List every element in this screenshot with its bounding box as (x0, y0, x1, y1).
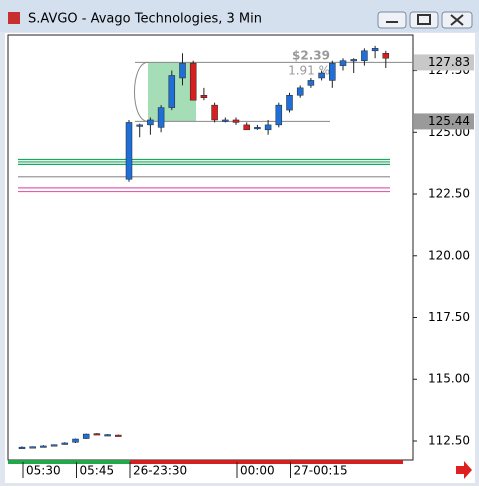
candle-body (264, 124, 272, 131)
y-tick-label: 115.00 (428, 372, 470, 386)
candle-body (179, 62, 186, 79)
candle-body (275, 104, 283, 126)
y-tick-label: 120.00 (428, 248, 470, 262)
window-title: S.AVGO - Avago Technologies, 3 Min (28, 12, 262, 27)
y-tick-label: 112.50 (428, 433, 470, 447)
y-tick-label: 117.50 (428, 310, 470, 324)
candle-body (232, 119, 240, 123)
window-buttons[interactable] (377, 11, 473, 29)
candle-body (72, 438, 79, 443)
candle-body (82, 433, 90, 439)
x-tick-label: 27-00:15 (294, 464, 348, 478)
candle-body (29, 446, 36, 449)
candle-body (296, 87, 304, 96)
candle-body (168, 75, 176, 108)
price-tag (414, 54, 474, 71)
price-tag-label: 125.44 (428, 114, 470, 128)
candle-body (382, 53, 390, 59)
candle-body (40, 445, 47, 448)
app-icon (8, 12, 20, 24)
scroll-arrow[interactable] (456, 461, 472, 479)
candle-body (361, 50, 368, 61)
plot-area (7, 34, 414, 461)
candle-body (307, 80, 315, 86)
candle-body (18, 446, 26, 449)
candle-body (371, 48, 379, 52)
y-tick-label: 122.50 (428, 187, 470, 201)
x-tick-label: 05:30 (26, 464, 61, 478)
candle-body (50, 444, 58, 447)
candle-body (329, 62, 336, 81)
candle-body (211, 104, 218, 121)
candle-body (147, 119, 154, 126)
candle-body (115, 434, 122, 437)
candle-body (318, 72, 325, 79)
candle-body (61, 442, 69, 445)
candle-body (222, 119, 229, 122)
minimize-button[interactable] (377, 11, 407, 29)
candle-body (350, 59, 357, 62)
measure-arc (134, 61, 149, 122)
candle-body (243, 124, 250, 131)
candle-body (189, 62, 197, 101)
x-tick-label: 00:00 (240, 464, 275, 478)
candle-body (125, 122, 133, 180)
candle-body (286, 95, 293, 111)
candle-body (93, 433, 101, 436)
measure-change: $2.39 (292, 49, 330, 63)
session-bar (8, 460, 130, 464)
candle-body (200, 95, 208, 98)
session-bar (130, 460, 403, 464)
candle-body (157, 107, 165, 128)
candle-body (339, 60, 347, 66)
candle-body (136, 124, 143, 127)
x-tick-label: 26-23:30 (133, 464, 187, 478)
price-tag-label: 127.83 (428, 55, 470, 69)
price-tag (414, 113, 474, 130)
x-tick-label: 05:45 (80, 464, 115, 478)
candle-body (104, 434, 111, 437)
candle-body (254, 127, 261, 130)
